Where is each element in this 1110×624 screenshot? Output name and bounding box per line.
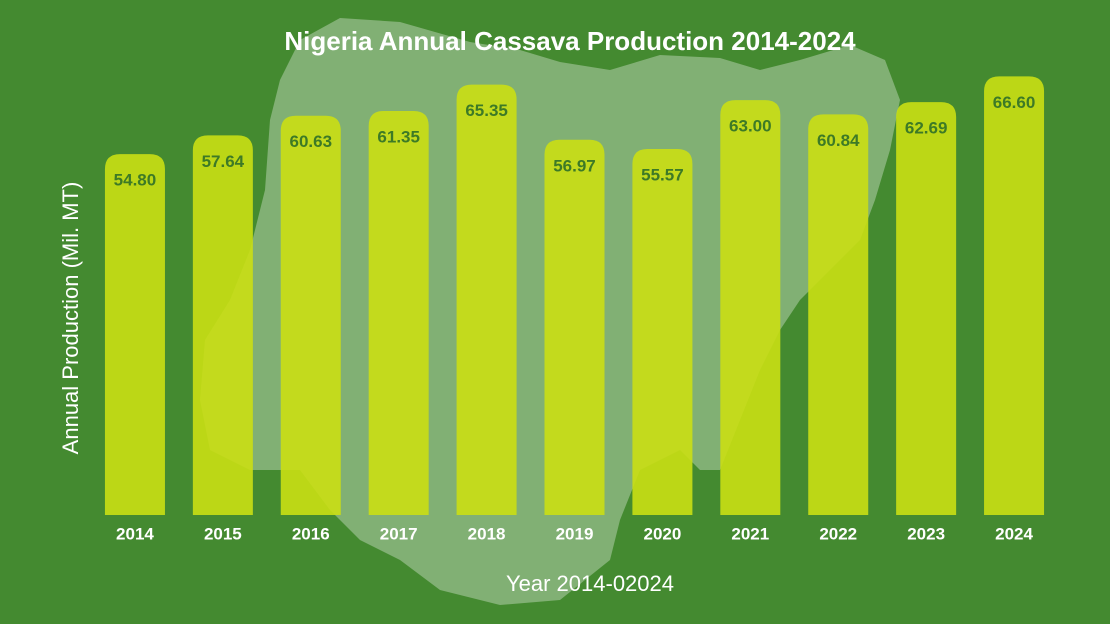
x-axis-label: Year 2014-02024 [506,571,674,596]
bar [280,115,341,516]
bar [984,76,1045,516]
x-tick-label: 2015 [204,524,242,543]
bar [544,139,605,515]
x-tick-label: 2022 [819,524,857,543]
data-label: 66.60 [993,93,1036,112]
x-tick-label: 2019 [556,524,594,543]
x-tick-label: 2020 [643,524,681,543]
x-tick-label: 2016 [292,524,330,543]
data-label: 57.64 [202,152,245,171]
x-tick-label: 2021 [731,524,769,543]
bar [896,102,957,515]
data-label: 61.35 [377,127,420,146]
data-label: 63.00 [729,117,772,136]
data-label: 54.80 [114,171,157,190]
x-tick-label: 2017 [380,524,418,543]
data-label: 56.97 [553,156,596,175]
data-label: 60.84 [817,131,860,150]
bar [456,84,517,516]
y-axis-label: Annual Production (Mil. MT) [58,182,83,455]
data-label: 62.69 [905,119,948,138]
data-label: 60.63 [289,132,332,151]
bar [808,114,869,516]
bar [632,149,693,515]
bar [192,135,253,516]
data-label: 55.57 [641,166,684,185]
x-tick-label: 2014 [116,524,154,543]
x-tick-label: 2023 [907,524,945,543]
data-label: 65.35 [465,101,508,120]
chart-title: Nigeria Annual Cassava Production 2014-2… [284,26,856,56]
bar [104,154,165,516]
bar [368,110,429,515]
x-tick-label: 2024 [995,524,1033,543]
x-tick-label: 2018 [468,524,506,543]
bar [720,100,781,515]
